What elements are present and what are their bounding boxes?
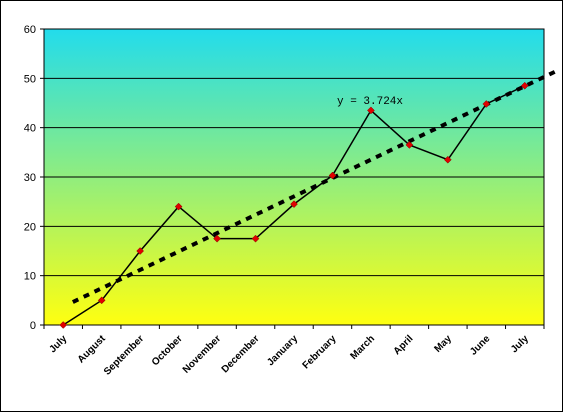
- data-point: [443, 155, 452, 164]
- y-axis: 0 10 20 30 40 50 60: [24, 24, 44, 332]
- data-point: [367, 106, 375, 115]
- y-tick-label: 20: [24, 221, 36, 233]
- trendline-path: [71, 68, 559, 304]
- trendline: [71, 68, 559, 304]
- data-point: [59, 321, 68, 329]
- y-tick-label: 30: [24, 172, 36, 184]
- trendline-equation: y = 3.724x: [337, 96, 403, 108]
- data-point: [97, 296, 106, 305]
- data-point: [213, 234, 221, 243]
- data-point: [251, 234, 260, 243]
- y-tick-label: 60: [24, 24, 36, 36]
- data-point: [520, 81, 529, 90]
- data-point: [405, 141, 414, 149]
- data-point: [482, 100, 491, 108]
- y-tick-label: 0: [30, 320, 36, 332]
- y-tick-label: 10: [24, 271, 36, 283]
- data-point: [174, 202, 183, 211]
- y-tick-label: 50: [24, 73, 36, 85]
- data-point: [136, 247, 145, 255]
- data-markers: [59, 81, 529, 329]
- data-point: [328, 171, 337, 180]
- data-point: [290, 200, 298, 208]
- y-tick-label: 40: [24, 123, 36, 135]
